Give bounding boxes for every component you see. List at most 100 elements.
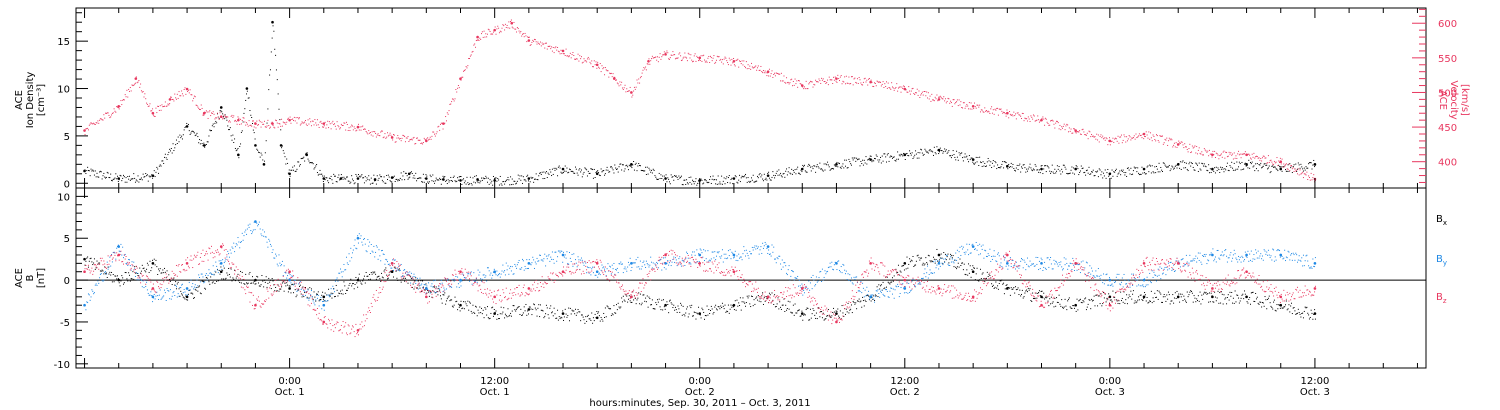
bx-trace-dot [344,285,346,287]
bx-trace-dot [1308,314,1310,316]
bx-trace-dot [667,303,669,305]
ion-density-trace-dot [1050,171,1052,173]
velocity-trace-dot [1056,120,1058,122]
ion-density-trace-dot [1003,167,1005,169]
velocity-trace-dot [1050,120,1052,122]
bx-trace-dot [668,300,670,302]
ion-density-trace-dot [1056,165,1058,167]
velocity-trace-dot [1130,139,1132,141]
ion-density-trace-dot [524,179,526,181]
ion-density-trace-dot [182,134,184,136]
velocity-trace-dot [1163,142,1165,144]
ion-density-trace-dot [551,175,553,177]
bx-trace-dot [932,261,934,263]
bx-trace-dot [565,313,567,315]
ion-density-trace-dot [183,129,185,131]
ion-density-trace-dot [533,181,535,183]
velocity-trace-dot [279,123,281,125]
ion-density-trace-dot [266,122,268,124]
velocity-trace-dot [674,58,676,60]
by-trace-dot [138,279,140,281]
ion-density-trace-dot [936,146,938,148]
ion-density-trace-dot [105,176,107,178]
bx-trace-dot [1238,302,1240,304]
bx-trace-dot [697,313,699,315]
bx-trace-dot [457,303,459,305]
by-trace-dot [239,247,241,249]
velocity-trace-dot [1003,112,1005,114]
ion-density-trace-dot [1281,170,1283,172]
velocity-trace-dot [389,132,391,134]
bx-trace-dot [248,273,250,275]
bx-trace-dot [389,271,391,273]
bx-trace-dot [728,312,730,314]
ion-density-trace-dot [1179,161,1181,163]
bx-trace-dot [1179,301,1181,303]
velocity-trace-dot [1113,141,1115,143]
ion-density-trace-dot [1302,170,1304,172]
velocity-trace-dot [678,53,680,55]
ion-density-trace-dot [604,173,606,175]
ion-density-trace-dot [375,183,377,185]
bx-trace-dot [604,307,606,309]
by-trace-dot [365,250,367,252]
velocity-point [698,56,702,60]
velocity-trace-dot [824,81,826,83]
ion-density-trace-dot [242,121,244,123]
velocity-trace-dot [257,124,259,126]
bx-trace-dot [386,274,388,276]
bx-trace-dot [616,309,618,311]
by-trace-dot [385,258,387,260]
bx-trace-dot [624,300,626,302]
ion-density-trace-dot [353,183,355,185]
velocity-trace-dot [225,116,227,118]
ion-density-trace-dot [1085,170,1087,172]
ion-density-trace-dot [542,178,544,180]
bx-trace-dot [631,301,633,303]
by-trace-dot [226,256,228,258]
velocity-trace-dot [682,57,684,59]
ion-density-trace-dot [1242,168,1244,170]
bx-trace-dot [312,298,314,300]
bx-trace-dot [1300,316,1302,318]
bx-trace-dot [965,274,967,276]
velocity-trace-dot [864,77,866,79]
velocity-trace-dot [958,99,960,101]
bx-trace-dot [979,279,981,281]
by-trace-dot [428,290,430,292]
bx-trace-dot [1201,294,1203,296]
ion-density-trace-dot [363,182,365,184]
velocity-trace-dot [697,57,699,59]
ion-density-trace-dot [139,178,141,180]
velocity-trace-dot [921,93,923,95]
by-trace-dot [401,276,403,278]
bx-trace-dot [551,312,553,314]
ion-density-trace-dot [621,164,623,166]
velocity-trace-dot [691,59,693,61]
velocity-trace-dot [466,67,468,69]
ion-density-trace-dot [252,129,254,131]
ion-density-trace-dot [1009,166,1011,168]
velocity-trace-dot [893,89,895,91]
bx-trace-dot [437,294,439,296]
velocity-trace-dot [208,111,210,113]
ion-density-trace-dot [562,172,564,174]
bx-trace-dot [935,258,937,260]
velocity-trace-dot [315,122,317,124]
bx-trace-dot [481,307,482,309]
velocity-trace-dot [1087,138,1089,140]
bx-trace-dot [1259,301,1261,303]
bx-trace-dot [496,318,498,320]
velocity-trace-dot [248,120,250,122]
bx-trace-dot [922,262,924,264]
ion-density-trace-dot [474,175,476,177]
ion-density-trace-dot [867,159,869,161]
velocity-trace-dot [1168,137,1170,139]
velocity-trace-dot [937,100,939,102]
by-trace-dot [114,252,116,254]
velocity-trace-dot [809,82,811,84]
by-trace-dot [88,294,90,296]
by-trace-dot [127,264,129,266]
velocity-trace-dot [529,44,531,46]
